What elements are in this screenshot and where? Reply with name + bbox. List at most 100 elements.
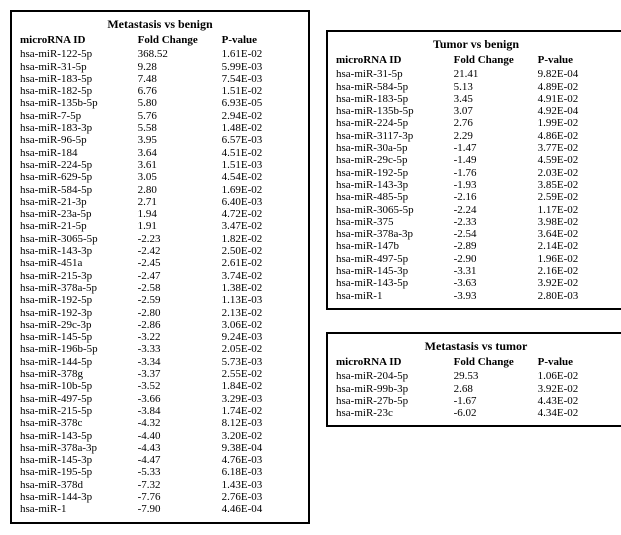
table-row: hsa-miR-183-5p7.487.54E-03 xyxy=(20,73,300,85)
table-cell: 4.46E-04 xyxy=(222,503,300,515)
table-row: hsa-miR-143-3p-2.422.50E-02 xyxy=(20,245,300,257)
table-cell: 9.38E-04 xyxy=(222,442,300,454)
table-row: hsa-miR-224-5p2.761.99E-02 xyxy=(336,117,616,129)
table-row: hsa-miR-584-5p2.801.69E-02 xyxy=(20,184,300,196)
table-cell: hsa-miR-99b-3p xyxy=(336,383,454,395)
table-row: hsa-miR-1-3.932.80E-03 xyxy=(336,290,616,302)
table-cell: 4.54E-02 xyxy=(222,171,300,183)
table-row: hsa-miR-31-5p9.285.99E-03 xyxy=(20,61,300,73)
table-cell: 2.55E-02 xyxy=(222,368,300,380)
table-cell: 4.89E-02 xyxy=(538,81,616,93)
table-row: hsa-miR-375-2.333.98E-02 xyxy=(336,216,616,228)
table-row: hsa-miR-122-5p368.521.61E-02 xyxy=(20,48,300,60)
table-cell: -2.24 xyxy=(454,204,538,216)
table-row: hsa-miR-485-5p-2.162.59E-02 xyxy=(336,191,616,203)
col-header: P-value xyxy=(538,54,616,68)
table-row: hsa-miR-196b-5p-3.332.05E-02 xyxy=(20,343,300,355)
table-cell: 5.73E-03 xyxy=(222,356,300,368)
table-cell: 1.61E-02 xyxy=(222,48,300,60)
table-cell: 1.96E-02 xyxy=(538,253,616,265)
table-cell: hsa-miR-183-3p xyxy=(20,122,138,134)
table-cell: hsa-miR-143-5p xyxy=(20,430,138,442)
table-row: hsa-miR-1-7.904.46E-04 xyxy=(20,503,300,515)
table-row: hsa-miR-584-5p5.134.89E-02 xyxy=(336,81,616,93)
table-cell: 5.99E-03 xyxy=(222,61,300,73)
table-cell: 2.50E-02 xyxy=(222,245,300,257)
table-cell: 9.24E-03 xyxy=(222,331,300,343)
table-cell: hsa-miR-30a-5p xyxy=(336,142,454,154)
table-cell: 4.51E-02 xyxy=(222,147,300,159)
table-row: hsa-miR-192-3p-2.802.13E-02 xyxy=(20,307,300,319)
table-body: hsa-miR-204-5p29.531.06E-02hsa-miR-99b-3… xyxy=(336,370,616,419)
table-row: hsa-miR-21-3p2.716.40E-03 xyxy=(20,196,300,208)
table-row: hsa-miR-143-5p-4.403.20E-02 xyxy=(20,430,300,442)
table-cell: -2.47 xyxy=(138,270,222,282)
table-cell: hsa-miR-122-5p xyxy=(20,48,138,60)
table-cell: -5.33 xyxy=(138,466,222,478)
table-cell: hsa-miR-584-5p xyxy=(336,81,454,93)
table-cell: hsa-miR-145-3p xyxy=(20,454,138,466)
table-cell: 3.85E-02 xyxy=(538,179,616,191)
table-row: hsa-miR-135b-5p5.806.93E-05 xyxy=(20,97,300,109)
table-cell: 3.20E-02 xyxy=(222,430,300,442)
table-cell: hsa-miR-3065-5p xyxy=(336,204,454,216)
table-cell: 7.48 xyxy=(138,73,222,85)
table-cell: hsa-miR-144-3p xyxy=(20,491,138,503)
table-cell: hsa-miR-184 xyxy=(20,147,138,159)
table-row: hsa-miR-96-5p3.956.57E-03 xyxy=(20,134,300,146)
table-cell: -3.33 xyxy=(138,343,222,355)
table-row: hsa-miR-23a-5p1.944.72E-02 xyxy=(20,208,300,220)
table-row: hsa-miR-378a-3p-4.439.38E-04 xyxy=(20,442,300,454)
table-cell: -1.47 xyxy=(454,142,538,154)
table-cell: 6.76 xyxy=(138,85,222,97)
table-cell: 4.76E-03 xyxy=(222,454,300,466)
table-cell: hsa-miR-192-3p xyxy=(20,307,138,319)
table-cell: hsa-miR-378a-3p xyxy=(336,228,454,240)
table-cell: hsa-miR-29c-3p xyxy=(20,319,138,331)
table-cell: -3.66 xyxy=(138,393,222,405)
table-row: hsa-miR-99b-3p2.683.92E-02 xyxy=(336,383,616,395)
table-row: hsa-miR-10b-5p-3.521.84E-02 xyxy=(20,380,300,392)
table-cell: -2.16 xyxy=(454,191,538,203)
table-cell: 4.59E-02 xyxy=(538,154,616,166)
table-cell: 9.82E-04 xyxy=(538,68,616,80)
table-cell: -7.90 xyxy=(138,503,222,515)
data-table: microRNA ID Fold Change P-value hsa-miR-… xyxy=(336,54,616,302)
table-cell: hsa-miR-224-5p xyxy=(336,117,454,129)
table-row: hsa-miR-378c-4.328.12E-03 xyxy=(20,417,300,429)
table-cell: hsa-miR-1 xyxy=(20,503,138,515)
table-cell: 1.51E-02 xyxy=(222,85,300,97)
left-column: Metastasis vs benign microRNA ID Fold Ch… xyxy=(10,10,310,524)
table-cell: 1.43E-03 xyxy=(222,479,300,491)
table-cell: hsa-miR-584-5p xyxy=(20,184,138,196)
table-cell: -3.52 xyxy=(138,380,222,392)
table-cell: hsa-miR-31-5p xyxy=(336,68,454,80)
table-cell: hsa-miR-135b-5p xyxy=(20,97,138,109)
table-cell: 9.28 xyxy=(138,61,222,73)
table-cell: 1.48E-02 xyxy=(222,122,300,134)
col-header: microRNA ID xyxy=(336,54,454,68)
table-cell: hsa-miR-182-5p xyxy=(20,85,138,97)
table-cell: -1.76 xyxy=(454,167,538,179)
table-cell: -3.93 xyxy=(454,290,538,302)
table-cell: 2.68 xyxy=(454,383,538,395)
table-row: hsa-miR-224-5p3.611.51E-03 xyxy=(20,159,300,171)
table-cell: 2.59E-02 xyxy=(538,191,616,203)
table-cell: hsa-miR-145-5p xyxy=(20,331,138,343)
table-cell: -3.63 xyxy=(454,277,538,289)
table-cell: -2.33 xyxy=(454,216,538,228)
table-cell: 3.07 xyxy=(454,105,538,117)
table-cell: 4.91E-02 xyxy=(538,93,616,105)
tables-layout: Metastasis vs benign microRNA ID Fold Ch… xyxy=(10,10,611,524)
table-cell: hsa-miR-215-5p xyxy=(20,405,138,417)
table-cell: -2.58 xyxy=(138,282,222,294)
table-cell: 5.58 xyxy=(138,122,222,134)
table-row: hsa-miR-145-3p-4.474.76E-03 xyxy=(20,454,300,466)
table-cell: -1.49 xyxy=(454,154,538,166)
table-cell: hsa-miR-147b xyxy=(336,240,454,252)
table-cell: hsa-miR-497-5p xyxy=(336,253,454,265)
table-cell: 2.94E-02 xyxy=(222,110,300,122)
table-cell: 7.54E-03 xyxy=(222,73,300,85)
table-cell: 4.72E-02 xyxy=(222,208,300,220)
col-header: Fold Change xyxy=(454,54,538,68)
